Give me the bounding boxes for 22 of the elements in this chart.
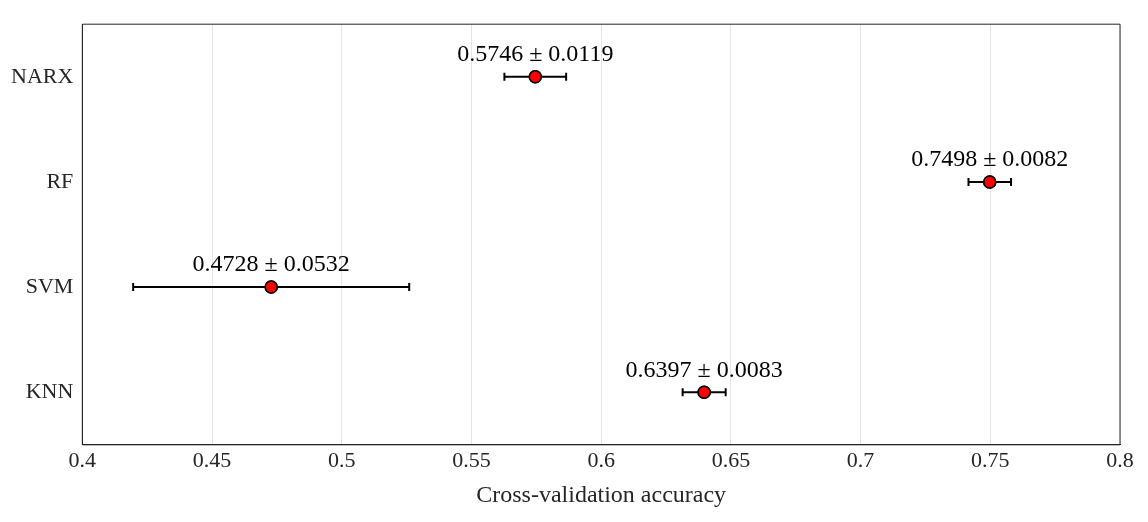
y-tick-label: KNN <box>25 378 74 404</box>
x-tick-label: 0.7 <box>846 446 875 472</box>
x-tick-label: 0.5 <box>328 446 356 472</box>
point <box>264 280 278 294</box>
point <box>528 70 543 84</box>
x-axis-title: Cross-validation accuracy <box>476 480 727 507</box>
data-label: 0.7498 ± 0.0082 <box>911 145 1069 172</box>
x-tick-label: 0.75 <box>971 446 1010 472</box>
y-tick-label: RF <box>46 167 74 193</box>
data-label: 0.6397 ± 0.0083 <box>625 355 783 382</box>
point <box>983 175 997 189</box>
x-tick-label: 0.4 <box>68 446 97 472</box>
x-tick-label: 0.65 <box>711 446 751 472</box>
point <box>697 385 711 399</box>
data-label: 0.4728 ± 0.0532 <box>192 250 350 277</box>
x-tick-label: 0.45 <box>192 446 232 472</box>
x-tick-label: 0.55 <box>452 446 491 472</box>
x-tick-label: 0.8 <box>1106 446 1134 472</box>
y-tick-label: NARX <box>10 62 74 88</box>
y-tick-label: SVM <box>25 272 74 298</box>
data-label: 0.5746 ± 0.0119 <box>457 40 614 67</box>
x-tick-label: 0.6 <box>587 446 615 472</box>
